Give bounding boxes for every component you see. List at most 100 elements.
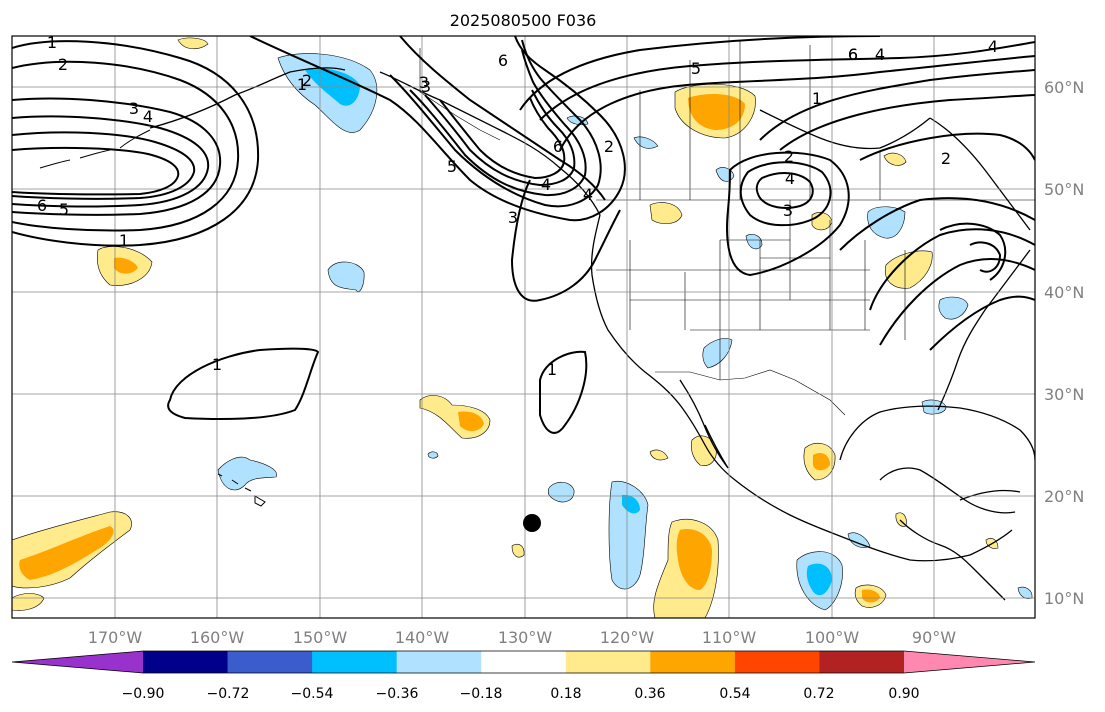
contour-ak-3 <box>409 49 587 197</box>
contour-pac-2 <box>539 350 588 434</box>
shade-pos-pacific-30n-core <box>458 411 484 432</box>
contour-label: 6 <box>553 137 563 156</box>
shade-pos-bering <box>177 37 209 50</box>
colorbar-segment <box>143 651 229 673</box>
lat-label: 20°N <box>1044 487 1084 506</box>
coast-gulf-mexico <box>839 405 1035 461</box>
contour-wp-3 <box>12 97 222 216</box>
contour-wp-2 <box>12 60 240 232</box>
lat-label: 30°N <box>1044 385 1084 404</box>
colorbar-tick: 0.54 <box>719 686 750 702</box>
contour-n-3 <box>559 55 1035 151</box>
shade-pos-pacific-40n-core <box>114 257 138 274</box>
coast-cuba <box>959 489 1021 501</box>
political-borders <box>419 40 1035 416</box>
contour-east-4 <box>929 295 1035 351</box>
colorbar-segment <box>819 651 905 673</box>
shaded-fields <box>12 37 1033 618</box>
shade-pos-hudson-bay-core <box>688 94 745 130</box>
contour-label: 5 <box>447 157 457 176</box>
contour-label: 2 <box>604 137 614 156</box>
contour-label: 4 <box>988 37 998 56</box>
province-lines <box>639 40 881 200</box>
colorbar-tick: −0.54 <box>291 686 334 702</box>
shade-neg-pacific-20n <box>547 481 575 503</box>
shade-neg-rockies <box>702 338 733 369</box>
shade-neg-pacific-small <box>427 451 439 459</box>
colorbar-outline <box>11 650 1036 674</box>
colorbar-segment <box>227 651 313 673</box>
colorbar <box>11 650 1036 674</box>
contour-label: 6 <box>498 51 508 70</box>
contour-label: 3 <box>129 99 139 118</box>
contour-ak-4 <box>424 89 576 187</box>
coast-labrador <box>929 117 1031 231</box>
coastlines <box>39 67 1035 601</box>
shade-pos-mexico-core <box>813 453 830 471</box>
contour-east-2 <box>869 228 1035 311</box>
contour-label: 2 <box>302 71 312 90</box>
colorbar-tick: 0.90 <box>888 686 919 702</box>
contour-label: 1 <box>297 75 307 94</box>
contour-label: 2 <box>941 149 951 168</box>
graticule <box>12 36 1035 618</box>
contour-label: 6 <box>848 45 858 64</box>
contour-wp-6 <box>12 146 180 196</box>
contour-n-5 <box>779 94 1035 151</box>
contour-label: 2 <box>784 147 794 166</box>
contour-label: 4 <box>785 169 795 188</box>
contour-n-4 <box>759 69 1035 141</box>
shade-pos-pacific-small <box>511 544 525 558</box>
contour-n-1 <box>519 36 881 111</box>
contour-label: 6 <box>848 45 858 64</box>
contour-label: 5 <box>691 59 701 78</box>
lon-label: 140°W <box>395 628 450 647</box>
shade-pos-bc <box>649 202 683 224</box>
colorbar-segment <box>481 651 567 673</box>
contour-label: 1 <box>812 89 822 108</box>
map-panel: 1 2 3 4 6 5 1 3 4 6 5 1 1 1 6 5 2 6 3 2 … <box>12 33 1035 618</box>
map-title: 2025080500 F036 <box>450 11 597 30</box>
contour-wp-5 <box>12 131 196 200</box>
state-lines <box>596 200 906 380</box>
contour-wp-1 <box>12 40 260 247</box>
colorbar-segment <box>312 651 398 673</box>
contour-label: 3 <box>419 73 429 92</box>
colorbar-extend-high <box>904 651 1035 673</box>
contour-label: 6 <box>37 196 47 215</box>
shade-pos-eastpac-core <box>676 529 712 590</box>
lat-label: 40°N <box>1044 283 1084 302</box>
shade-pos-baja <box>649 449 669 461</box>
shade-neg-hawaii <box>217 456 277 491</box>
contour-ak-6 <box>399 36 606 201</box>
lat-label: 60°N <box>1044 78 1084 97</box>
station-dot <box>523 514 541 532</box>
map-frame <box>11 35 1036 619</box>
contour-label: 4 <box>143 107 153 126</box>
contour-label: 3 <box>783 201 793 220</box>
contour-west-coast <box>510 179 621 302</box>
contour-ak-5 <box>439 97 566 180</box>
coast-hudson <box>759 109 931 150</box>
lon-label: 170°W <box>88 628 143 647</box>
coast-yucatan <box>879 467 1016 514</box>
contour-east-1 <box>839 197 1035 251</box>
coast-baja <box>679 379 729 469</box>
colorbar-segment <box>396 651 482 673</box>
colorbar-tick: −0.90 <box>122 686 165 702</box>
coast-west-us <box>590 214 1013 562</box>
colorbar-tick-labels: −0.90 −0.72 −0.54 −0.36 −0.18 0.18 0.36 … <box>122 686 920 702</box>
contour-label: 2 <box>58 55 68 74</box>
lon-label: 130°W <box>498 628 553 647</box>
shade-pos-central-am-core <box>862 589 880 603</box>
contour-label: 1 <box>47 33 57 52</box>
contour-label: 3 <box>508 208 518 227</box>
contour-label: 1 <box>212 355 222 374</box>
colorbar-tick: 0.36 <box>634 686 665 702</box>
coast-hawaii <box>217 473 266 507</box>
contour-wp-4 <box>12 115 210 208</box>
contour-low-1 <box>726 151 850 277</box>
contour-label: 4 <box>541 175 551 194</box>
lon-label: 120°W <box>600 628 655 647</box>
lon-label: 150°W <box>293 628 348 647</box>
